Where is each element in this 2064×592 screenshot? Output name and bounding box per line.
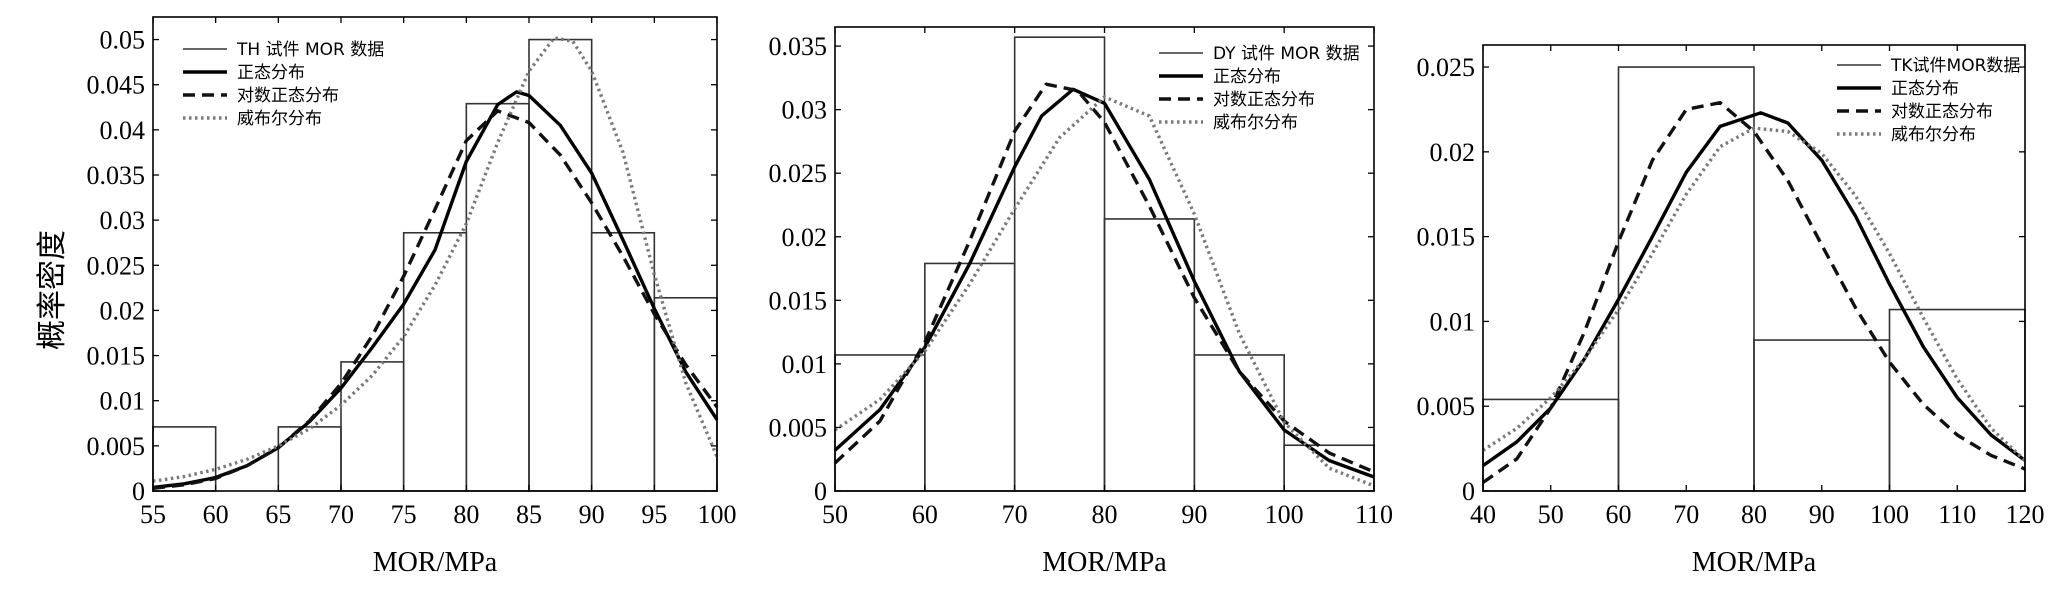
axes-frame: [152, 16, 718, 492]
x-tick-label: 40: [1470, 500, 1496, 529]
y-tick-label: 0.03: [782, 96, 828, 125]
legend-label: 威布尔分布: [1891, 125, 1976, 145]
legend-label: 正态分布: [1891, 79, 1959, 99]
x-axis-label: MOR/MPa: [1692, 547, 1817, 578]
y-tick-label: 0.015: [1417, 223, 1476, 252]
y-tick-label: 0.02: [782, 223, 828, 252]
y-tick-label: 0: [132, 477, 145, 506]
x-tick-label: 65: [265, 500, 291, 529]
x-tick-label: 110: [1355, 500, 1393, 529]
legend-label: TK试件MOR数据: [1890, 56, 2020, 76]
histogram-bar: [277, 426, 342, 492]
histogram-bar: [1193, 354, 1285, 492]
x-tick-label: 60: [203, 500, 229, 529]
y-tick-label: 0.005: [87, 432, 146, 461]
histogram-bar: [924, 262, 1016, 492]
y-tick-label: 0: [814, 477, 827, 506]
histogram-bar: [1482, 398, 1620, 492]
legend-label: 对数正态分布: [1891, 102, 1993, 122]
x-tick-label: 120: [2006, 500, 2045, 529]
panel-tk: 40 50 60 70 80 90 100 110 120 0 0.005 0.01 0.015 0.02…: [1417, 44, 2045, 578]
y-tick-label: 0.005: [1417, 392, 1476, 421]
y-tick-label: 0.045: [87, 71, 146, 100]
x-tick-label: 60: [1606, 500, 1632, 529]
y-tick-label: 0.02: [100, 296, 146, 325]
x-tick-label: 95: [641, 500, 667, 529]
y-tick-label: 0.015: [769, 286, 828, 315]
series-line: [152, 90, 719, 490]
y-axis-label: 概率密度: [35, 230, 70, 350]
x-tick-label: 80: [1092, 500, 1118, 529]
x-axis-label: MOR/MPa: [1042, 547, 1167, 578]
x-tick-label: 50: [822, 500, 848, 529]
x-tick-label: 60: [912, 500, 938, 529]
x-tick-label: 70: [1002, 500, 1028, 529]
x-tick-label: 70: [1673, 500, 1699, 529]
x-tick-label: 110: [1938, 500, 1976, 529]
x-tick-label: 100: [1870, 500, 1909, 529]
x-tick-label: 90: [1809, 500, 1835, 529]
legend-label: DY 试件 MOR 数据: [1213, 44, 1360, 64]
histogram-bar: [1103, 218, 1196, 492]
series-line: [152, 109, 719, 490]
x-tick-label: 80: [453, 500, 479, 529]
histogram-bar: [340, 361, 405, 492]
legend-label: 正态分布: [1213, 67, 1281, 87]
histogram-bar: [465, 102, 530, 492]
x-tick-label: 55: [140, 500, 166, 529]
y-tick-label: 0.025: [769, 159, 828, 188]
x-tick-label: 85: [516, 500, 542, 529]
y-tick-label: 0.035: [87, 161, 146, 190]
series-line: [1482, 111, 2027, 467]
legend-label: 对数正态分布: [237, 86, 339, 106]
series-line: [1482, 126, 2027, 462]
legend-label: 威布尔分布: [237, 109, 322, 129]
x-tick-label: 100: [698, 500, 737, 529]
legend-label: 正态分布: [237, 63, 305, 83]
y-tick-label: 0.03: [100, 206, 146, 235]
series-line: [1482, 101, 2026, 484]
legend-label: 对数正态分布: [1213, 90, 1315, 110]
x-axis-label: MOR/MPa: [373, 547, 498, 578]
x-tick-label: 90: [1181, 500, 1207, 529]
y-tick-label: 0.05: [100, 26, 146, 55]
y-tick-label: 0: [1462, 477, 1475, 506]
y-tick-label: 0.01: [100, 387, 146, 416]
panel-th: 55 60 65 70 75 80 85 90 95 100 0 0.005 0.01 0.015 0.02…: [87, 16, 737, 578]
histogram-bar: [1013, 36, 1106, 492]
x-tick-label: 100: [1265, 500, 1304, 529]
y-tick-label: 0.015: [87, 342, 146, 371]
legend-label: TH 试件 MOR 数据: [236, 40, 384, 60]
histogram-bar: [1888, 308, 2026, 492]
x-tick-label: 90: [579, 500, 605, 529]
x-tick-label: 70: [328, 500, 354, 529]
y-tick-label: 0.025: [87, 251, 146, 280]
y-tick-label: 0.035: [769, 32, 828, 61]
x-tick-label: 50: [1538, 500, 1564, 529]
x-tick-label: 80: [1741, 500, 1767, 529]
series-line: [833, 87, 1375, 479]
legend-label: 威布尔分布: [1213, 113, 1298, 133]
series-line: [152, 36, 719, 483]
x-tick-label: 75: [391, 500, 417, 529]
y-tick-label: 0.02: [1430, 138, 1476, 167]
histogram-bar: [402, 231, 468, 492]
y-tick-label: 0.01: [782, 350, 828, 379]
y-tick-label: 0.04: [100, 116, 146, 145]
y-tick-label: 0.025: [1417, 53, 1476, 82]
histogram-bar: [1753, 339, 1891, 492]
histogram-bar: [590, 231, 656, 492]
panel-dy: 50 60 70 80 90 100 110 0 0.005 0.01 0.015 0.02 0.025…: [769, 26, 1393, 578]
y-tick-label: 0.01: [1430, 307, 1476, 336]
histogram-bar: [152, 426, 217, 492]
y-tick-label: 0.005: [769, 413, 828, 442]
series-line: [834, 95, 1375, 488]
histogram-bar: [528, 38, 593, 492]
